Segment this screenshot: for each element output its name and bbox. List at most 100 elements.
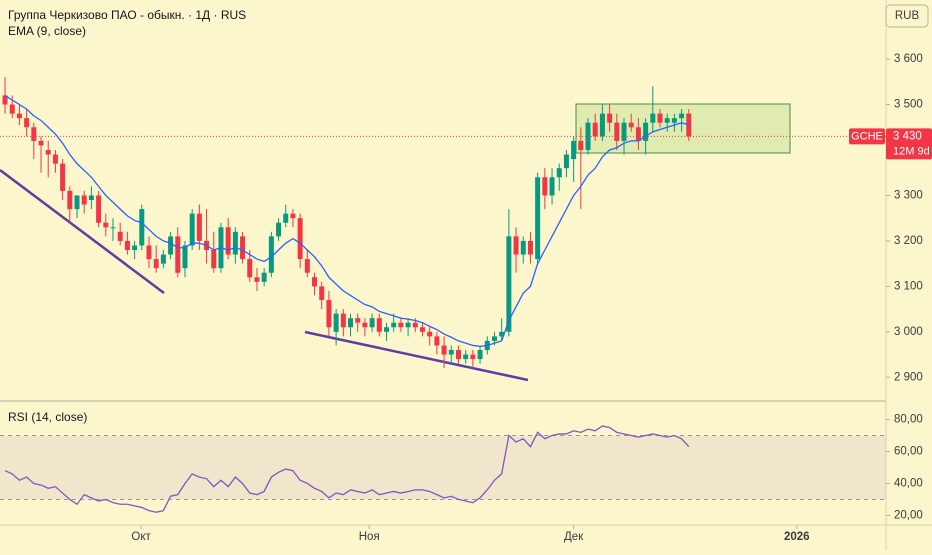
candle-body bbox=[455, 350, 461, 360]
symbol-label: GCHE bbox=[851, 130, 883, 142]
x-tick-label: Окт bbox=[131, 531, 151, 543]
candle-body bbox=[635, 127, 641, 141]
candle-body bbox=[304, 259, 310, 273]
candle-body bbox=[592, 122, 598, 137]
candle-body bbox=[297, 218, 303, 260]
candle-body bbox=[340, 313, 346, 328]
candle-body bbox=[419, 327, 425, 332]
candle-body bbox=[24, 118, 30, 128]
candle-body bbox=[117, 231, 123, 241]
candle-body bbox=[74, 195, 80, 210]
candle-body bbox=[283, 213, 289, 223]
candle-body bbox=[146, 245, 152, 260]
candle-body bbox=[326, 300, 332, 328]
candle-body bbox=[607, 113, 613, 123]
candle-body bbox=[391, 322, 397, 328]
trend-line[interactable] bbox=[304, 330, 529, 382]
candle-body bbox=[614, 122, 620, 141]
candle-body bbox=[268, 236, 274, 273]
candle-body bbox=[362, 322, 368, 328]
candle-body bbox=[599, 113, 605, 137]
candle-body bbox=[225, 227, 231, 255]
candle-body bbox=[412, 322, 418, 328]
candle-body bbox=[312, 277, 318, 287]
candle-body bbox=[549, 177, 555, 196]
candle-body bbox=[31, 127, 37, 141]
candle-body bbox=[124, 240, 130, 250]
price-label: 3 430 bbox=[893, 130, 922, 142]
candle-body bbox=[578, 140, 584, 150]
candle-body bbox=[254, 277, 260, 282]
candle-body bbox=[398, 322, 404, 328]
candle-body bbox=[441, 345, 447, 355]
y-tick-label: 3 100 bbox=[894, 280, 923, 292]
candle-body bbox=[153, 259, 159, 269]
candle-body bbox=[491, 336, 497, 341]
symbol-tag bbox=[849, 128, 885, 145]
candle-body bbox=[556, 168, 562, 178]
candle-body bbox=[96, 195, 102, 223]
countdown-label: 12M 9d bbox=[893, 145, 930, 157]
candle-body bbox=[196, 213, 202, 241]
legend-entry[interactable]: EMA (9, close) bbox=[8, 24, 86, 38]
candle-body bbox=[319, 286, 325, 300]
candle-body bbox=[563, 154, 569, 169]
candle-body bbox=[506, 236, 512, 332]
candle-body bbox=[261, 272, 267, 282]
candle-body bbox=[67, 190, 73, 210]
indicator-title[interactable]: RSI (14, close) bbox=[8, 410, 87, 424]
candle-body bbox=[520, 240, 526, 255]
y-tick-label: 3 200 bbox=[894, 235, 923, 247]
candle-body bbox=[160, 254, 166, 264]
candle-body bbox=[384, 327, 390, 332]
range-box[interactable] bbox=[575, 103, 791, 154]
candle-body bbox=[664, 118, 670, 123]
candle-body bbox=[463, 354, 469, 360]
candle-body bbox=[175, 236, 181, 273]
x-tick-label: Ноя bbox=[359, 531, 380, 543]
candle-body bbox=[621, 122, 627, 141]
y-tick-label: 3 300 bbox=[894, 189, 923, 201]
candle-body bbox=[376, 318, 382, 332]
candle-body bbox=[88, 195, 94, 200]
candle-body bbox=[470, 354, 476, 360]
currency: RUB bbox=[895, 10, 920, 22]
y-tick-label: 3 600 bbox=[894, 53, 923, 65]
candle-body bbox=[405, 322, 411, 328]
candle-body bbox=[448, 350, 454, 355]
candle-body bbox=[671, 118, 677, 123]
candle-body bbox=[657, 113, 663, 123]
candle-body bbox=[355, 318, 361, 323]
y-tick-label: 60,00 bbox=[894, 446, 923, 458]
candle-body bbox=[427, 331, 433, 337]
candle-body bbox=[348, 318, 354, 328]
candle-body bbox=[499, 331, 505, 337]
candle-body bbox=[679, 113, 685, 119]
candle-body bbox=[110, 227, 116, 229]
candle-body bbox=[60, 163, 66, 191]
candle-body bbox=[189, 213, 195, 246]
candle-body bbox=[513, 236, 519, 255]
candle-body bbox=[369, 318, 375, 328]
candle-body bbox=[139, 209, 145, 246]
y-tick-label: 3 500 bbox=[894, 99, 923, 111]
candle-body bbox=[16, 113, 22, 119]
candle-body bbox=[211, 250, 217, 269]
candle-body bbox=[542, 177, 548, 196]
chart-title: Группа Черкизово ПАО - обыкн. · 1Д · RUS bbox=[8, 8, 246, 22]
candle-body bbox=[571, 140, 577, 160]
candle-body bbox=[168, 236, 174, 255]
currency-box[interactable] bbox=[885, 4, 929, 28]
x-tick-label: Дек bbox=[564, 531, 584, 543]
candle-body bbox=[38, 140, 44, 146]
candle-body bbox=[650, 113, 656, 123]
candle-body bbox=[535, 177, 541, 260]
price-tag bbox=[886, 128, 932, 160]
candle-body bbox=[2, 95, 8, 105]
candle-body bbox=[333, 313, 339, 332]
candle-body bbox=[477, 350, 483, 360]
trend-line[interactable] bbox=[0, 169, 165, 294]
